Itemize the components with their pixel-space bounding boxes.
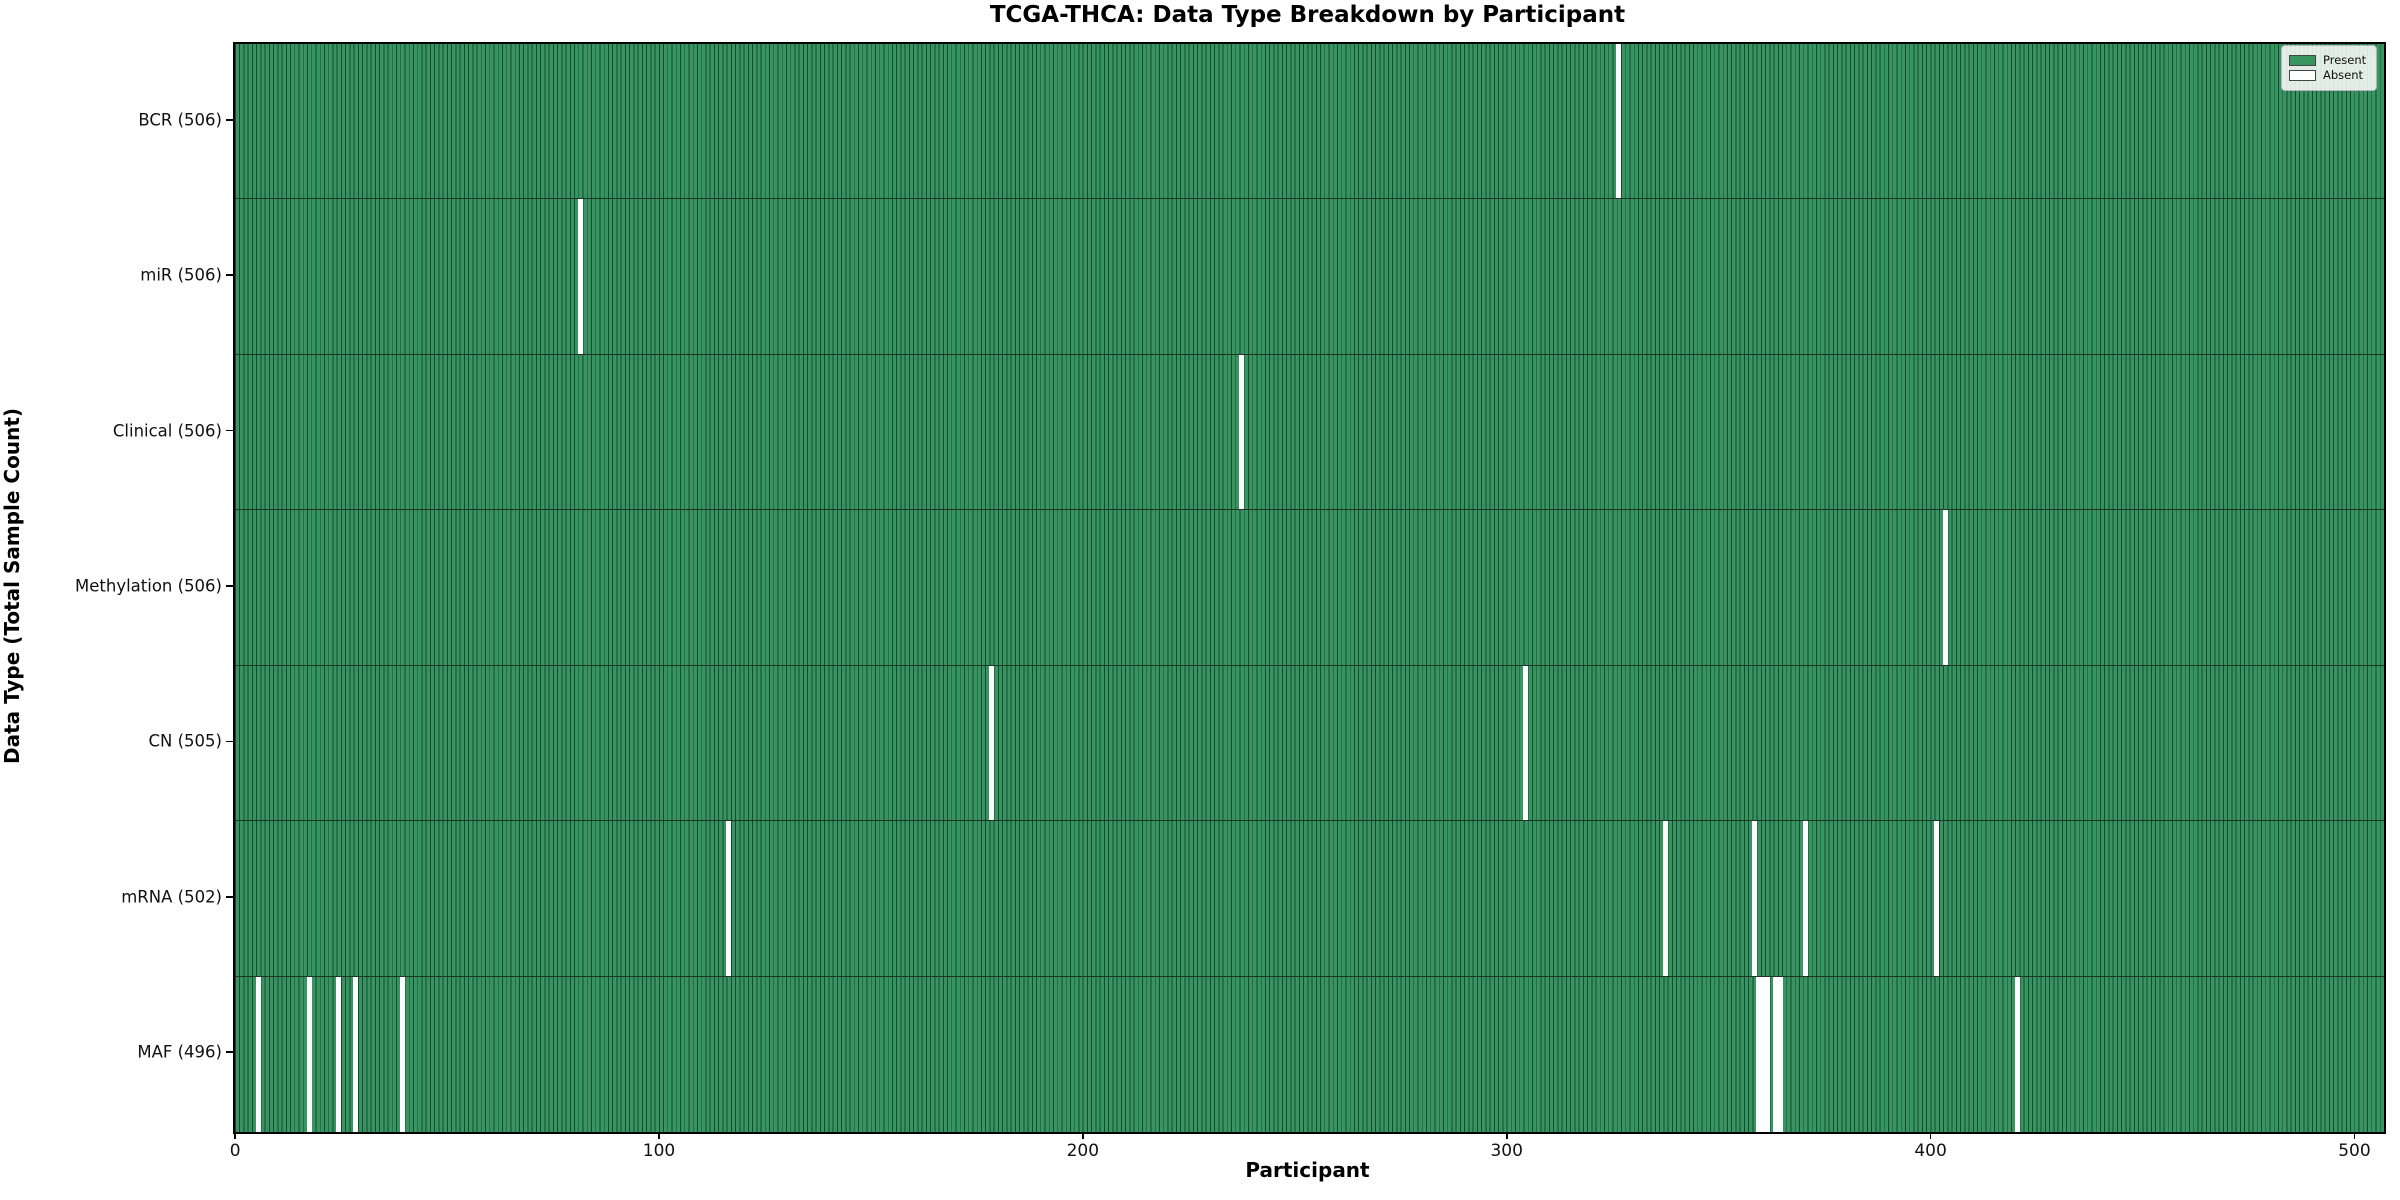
heatmap-row-bcr [235,44,2384,200]
heatmap-row-methylation [235,510,2384,666]
present-swatch-icon [2289,55,2316,66]
absent-gap [255,976,261,1132]
y-tick-label-cn: CN (505) [148,731,222,751]
absent-gap [1934,821,1940,976]
absent-gap [2014,976,2020,1132]
y-tick-mark [226,1051,233,1054]
legend-entry-absent: Absent [2289,69,2369,82]
plot-area [233,42,2386,1134]
absent-gap [336,976,342,1132]
y-tick-label-bcr: BCR (506) [138,110,222,130]
absent-gap [1773,976,1779,1132]
x-tick-label: 100 [642,1141,676,1161]
legend-label-absent: Absent [2323,68,2364,82]
absent-gap [1239,354,1245,510]
absent-gap [1802,821,1808,976]
x-tick-mark [1082,1132,1084,1139]
y-tick-mark [226,896,233,898]
heatmap-row-mir [235,199,2384,355]
absent-gap [1756,976,1762,1132]
absent-gap [989,665,995,821]
absent-gap [1764,976,1770,1132]
absent-swatch-icon [2289,70,2316,81]
absent-gap [1942,510,1948,665]
x-tick-mark [658,1132,660,1139]
heatmap-row-mrna [235,821,2384,977]
x-tick-label: 400 [1914,1141,1947,1161]
x-axis-label: Participant [1245,1158,1370,1182]
absent-gap [577,199,583,354]
y-tick-label-mrna: mRNA (502) [121,887,222,907]
y-axis-label: Data Type (Total Sample Count) [0,407,24,765]
absent-gap [306,976,312,1132]
y-tick-mark [226,740,233,743]
absent-gap [1523,665,1529,821]
x-tick-label: 300 [1490,1141,1523,1161]
x-tick-label: 0 [229,1141,241,1161]
legend-entry-present: Present [2289,54,2369,67]
absent-gap [1777,976,1783,1132]
absent-gap [399,976,405,1132]
y-tick-label-mir: miR (506) [140,265,222,285]
absent-gap [1760,976,1766,1132]
absent-gap [353,976,359,1132]
x-tick-label: 200 [1066,1141,1100,1161]
y-tick-mark [226,118,233,121]
absent-gap [1751,821,1758,976]
absent-gap [1662,821,1669,976]
y-tick-label-maf: MAF (496) [137,1042,222,1062]
heatmap-row-cn [235,665,2384,822]
y-tick-label-clinical: Clinical (506) [112,421,222,441]
legend-label-present: Present [2323,53,2367,67]
y-tick-mark [226,274,233,276]
x-tick-mark [1505,1132,1508,1139]
x-tick-mark [234,1132,236,1139]
y-tick-label-methylation: Methylation (506) [75,576,222,596]
legend: Present Absent [2281,45,2377,91]
heatmap-row-clinical [235,354,2384,511]
x-tick-mark [1929,1132,1932,1139]
x-tick-mark [2353,1132,2356,1139]
y-tick-mark [226,429,233,432]
absent-gap [1616,44,1622,199]
y-tick-mark [226,585,233,587]
x-tick-label: 500 [2338,1141,2371,1161]
chart-title: TCGA-THCA: Data Type Breakdown by Partic… [989,2,1626,28]
absent-gap [726,821,732,976]
heatmap-row-maf [235,976,2384,1132]
